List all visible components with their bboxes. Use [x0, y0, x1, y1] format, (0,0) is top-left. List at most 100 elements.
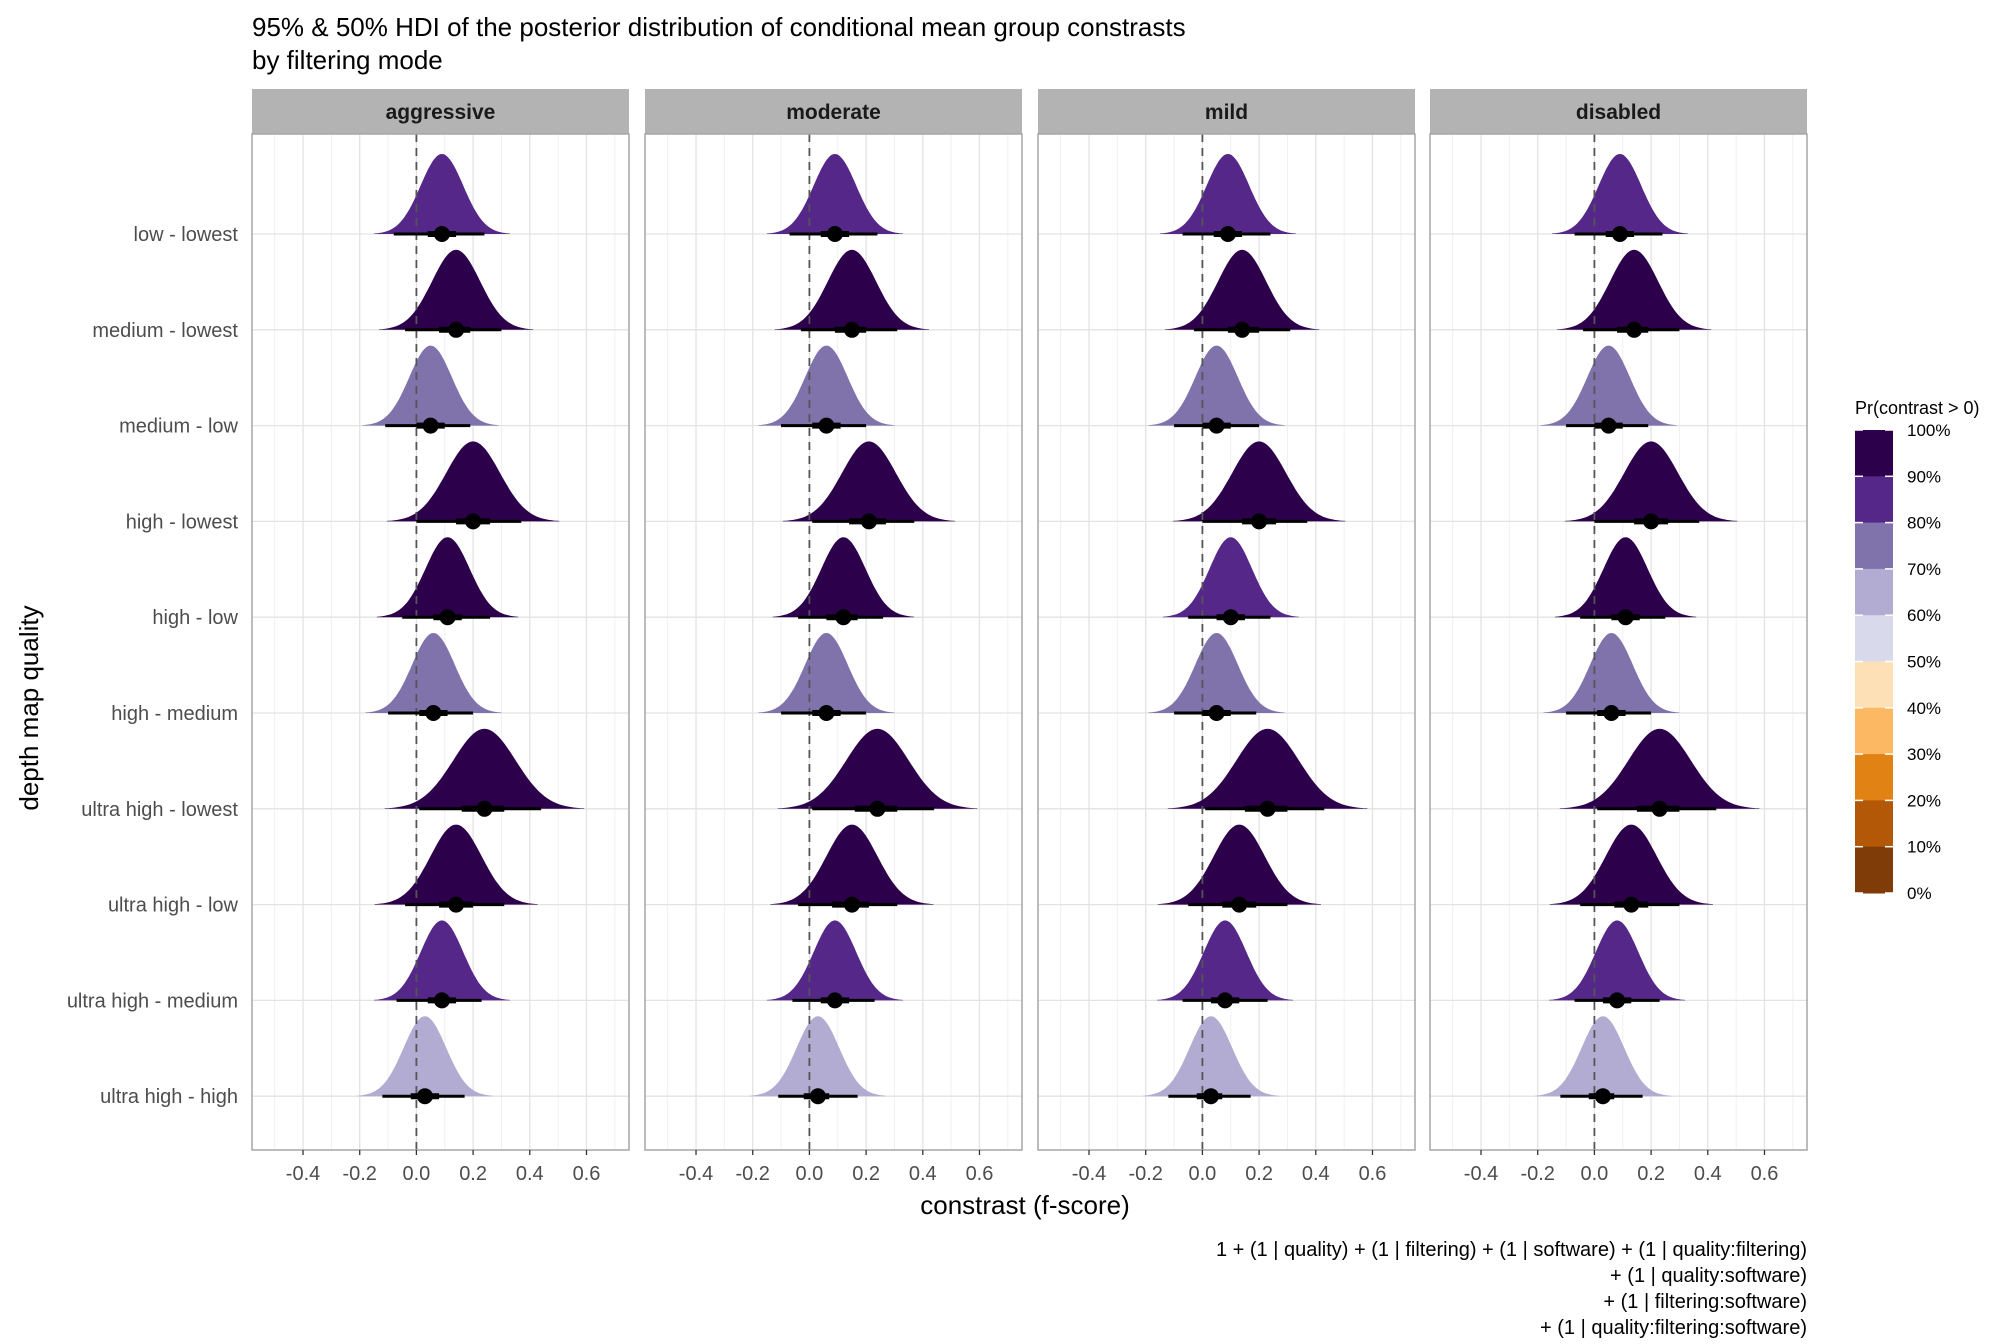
- facet-panel-moderate: moderate -0.4 -0.2 0.0 0.2 0.4 0.6: [644, 89, 1023, 1185]
- y-axis-title: depth map quality: [14, 605, 44, 810]
- chart-title: 95% & 50% HDI of the posterior distribut…: [252, 12, 1186, 75]
- y-tick-label: medium - lowest: [92, 320, 238, 342]
- x-tick-label: -0.2: [342, 1163, 376, 1185]
- point-estimate: [448, 321, 465, 338]
- x-tick-label: -0.4: [1464, 1163, 1498, 1185]
- caption-line: + (1 | filtering:software): [1603, 1291, 1807, 1313]
- facet-strip-label: aggressive: [386, 101, 496, 124]
- x-tick-label: 0.6: [1751, 1163, 1779, 1185]
- y-tick-label: ultra high - lowest: [81, 799, 238, 821]
- density-ridge: [777, 728, 978, 809]
- legend-color-bin: [1855, 754, 1893, 801]
- point-estimate: [476, 800, 493, 817]
- x-tick-label: 0.0: [1580, 1163, 1608, 1185]
- point-estimate: [869, 800, 886, 817]
- legend-color-bin: [1855, 568, 1893, 616]
- legend: Pr(contrast > 0) 100% 90% 80% 70% 60% 50% 40% 30…: [1855, 398, 1980, 903]
- point-estimate: [826, 992, 843, 1009]
- density-ridge: [1534, 1016, 1671, 1097]
- legend-label: 70%: [1907, 560, 1941, 579]
- point-estimate: [1208, 705, 1225, 721]
- facet-strip-label: moderate: [786, 101, 881, 124]
- density-ridge: [1165, 249, 1320, 330]
- point-estimate: [1208, 417, 1225, 434]
- point-estimate: [809, 1088, 826, 1105]
- x-tick-label: 0.4: [909, 1163, 937, 1185]
- facet-strip: [1430, 89, 1807, 134]
- point-estimate: [1234, 321, 1251, 338]
- x-tick-label: 0.2: [852, 1163, 880, 1185]
- legend-color-bin: [1855, 846, 1893, 894]
- density-ridge: [379, 249, 534, 330]
- legend-label: 100%: [1907, 421, 1950, 440]
- y-tick-label: high - lowest: [126, 511, 239, 533]
- point-estimate: [448, 896, 465, 913]
- x-tick-label: -0.4: [1072, 1163, 1106, 1185]
- legend-label: 40%: [1907, 699, 1941, 718]
- x-tick-label: 0.0: [402, 1163, 430, 1185]
- density-ridge: [1148, 345, 1285, 426]
- density-ridge: [758, 345, 895, 426]
- x-tick-label: 0.0: [1188, 1163, 1216, 1185]
- x-tick-label: -0.4: [286, 1163, 320, 1185]
- point-estimate: [422, 417, 439, 434]
- legend-label: 30%: [1907, 745, 1941, 764]
- density-ridge: [1540, 345, 1677, 426]
- point-estimate: [465, 513, 482, 530]
- density-ridge: [1551, 154, 1688, 234]
- point-estimate: [1617, 609, 1634, 626]
- x-tick-label: 0.0: [795, 1163, 823, 1185]
- density-ridge: [386, 441, 560, 522]
- x-tick-label: -0.2: [1128, 1163, 1162, 1185]
- chart-caption: 1 + (1 | quality) + (1 | filtering) + (1…: [1216, 1239, 1807, 1339]
- facet-strip-label: mild: [1205, 101, 1248, 124]
- density-ridge: [1162, 537, 1299, 618]
- point-estimate: [425, 705, 442, 721]
- legend-label: 10%: [1907, 838, 1941, 857]
- point-estimate: [1259, 800, 1276, 817]
- facet-strip-label: disabled: [1576, 101, 1661, 124]
- y-tick-label: high - low: [152, 607, 238, 629]
- point-estimate: [1222, 609, 1239, 626]
- legend-color-bin: [1855, 522, 1893, 570]
- x-tick-label: 0.2: [1245, 1163, 1273, 1185]
- density-ridge: [1564, 441, 1738, 522]
- legend-color-bin: [1855, 800, 1893, 848]
- legend-title: Pr(contrast > 0): [1855, 398, 1980, 418]
- legend-label: 0%: [1907, 884, 1932, 903]
- density-ridge: [1157, 920, 1294, 1001]
- facet-panel-disabled: disabled -0.4 -0.2 0.0 0.2 0.4 0.6: [1429, 89, 1808, 1185]
- caption-line: + (1 | quality:software): [1610, 1265, 1807, 1287]
- x-tick-label: 0.6: [573, 1163, 601, 1185]
- density-ridge: [770, 824, 934, 905]
- x-tick-label: 0.2: [459, 1163, 487, 1185]
- density-ridge: [1559, 728, 1760, 809]
- density-ridge: [362, 345, 499, 426]
- density-ridge: [365, 633, 502, 713]
- point-estimate: [1219, 226, 1236, 242]
- point-estimate: [1626, 321, 1643, 338]
- point-estimate: [433, 226, 450, 242]
- density-ridge: [774, 249, 929, 330]
- density-ridge: [1167, 728, 1368, 809]
- x-tick-label: -0.4: [679, 1163, 713, 1185]
- density-ridge: [766, 920, 903, 1001]
- point-estimate: [1600, 417, 1617, 434]
- y-tick-label: ultra high - high: [100, 1086, 238, 1108]
- x-tick-label: 0.4: [516, 1163, 544, 1185]
- density-ridge: [373, 920, 510, 1001]
- legend-color-bin: [1855, 476, 1893, 524]
- point-estimate: [818, 705, 835, 721]
- point-estimate: [1609, 992, 1626, 1009]
- panel-border: [644, 133, 1023, 1151]
- x-tick-label: 0.6: [1359, 1163, 1387, 1185]
- chart-title-line: 95% & 50% HDI of the posterior distribut…: [252, 12, 1186, 42]
- point-estimate: [1251, 513, 1268, 530]
- facet-strip: [252, 89, 629, 134]
- point-estimate: [1231, 896, 1248, 913]
- point-estimate: [1603, 705, 1620, 721]
- density-ridge: [1543, 633, 1680, 713]
- point-estimate: [835, 609, 852, 626]
- y-axis: low - lowest medium - lowest medium - low h…: [67, 224, 239, 1108]
- caption-line: + (1 | quality:filtering:software): [1540, 1317, 1807, 1339]
